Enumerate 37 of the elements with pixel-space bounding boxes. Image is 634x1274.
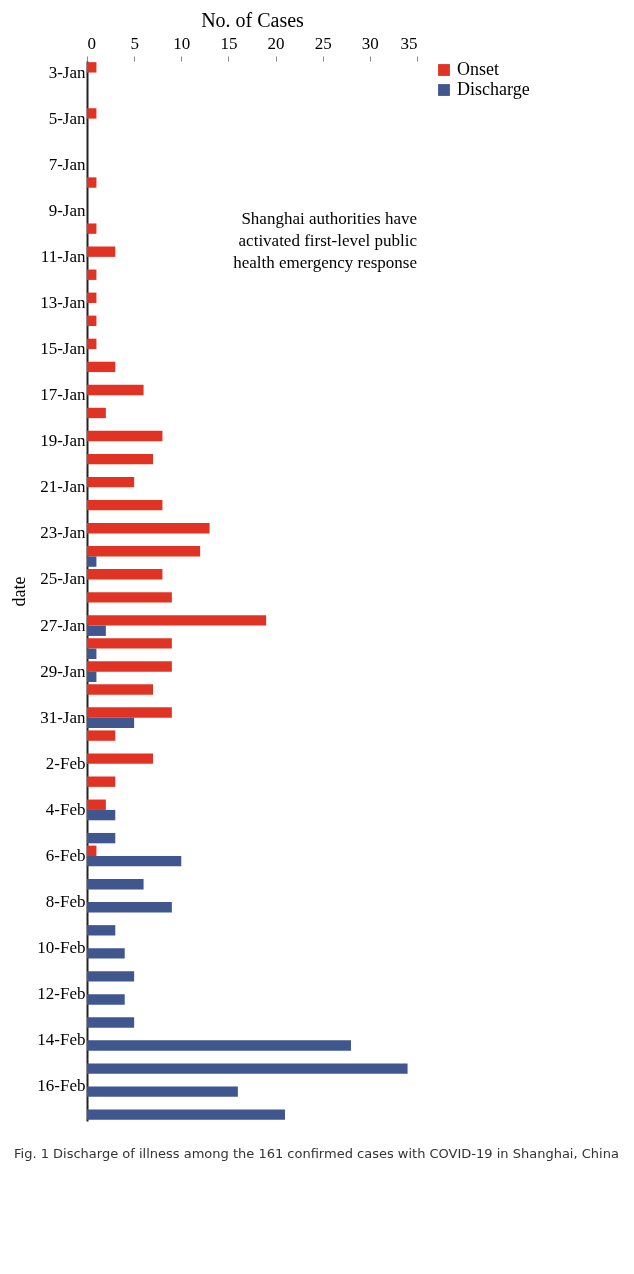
x-axis-title: No. of Cases (201, 8, 305, 31)
legend-label: Discharge (457, 79, 530, 99)
y-tick-label: 10-Feb (37, 938, 86, 958)
y-tick-label: 23-Jan (40, 523, 86, 543)
y-tick-label: 3-Jan (48, 62, 86, 82)
y-tick-label: 16-Feb (37, 1076, 86, 1096)
y-tick-label: 2-Feb (45, 753, 86, 773)
y-tick-label: 25-Jan (40, 569, 86, 589)
x-tick-label: 5 (130, 33, 139, 53)
y-tick-label: 17-Jan (40, 385, 86, 405)
x-tick-label: 30 (361, 33, 379, 53)
y-tick-label: 21-Jan (40, 477, 86, 497)
y-tick-label: 7-Jan (48, 154, 86, 174)
y-tick-label: 4-Feb (45, 799, 86, 819)
y-tick-label: 29-Jan (40, 661, 86, 681)
legend-label: Onset (457, 59, 499, 79)
y-tick-label: 8-Feb (45, 892, 86, 912)
x-tick-label: 15 (220, 33, 238, 53)
x-tick-label: 0 (87, 33, 96, 53)
y-tick-label: 6-Feb (45, 846, 86, 865)
y-tick-label: 15-Jan (40, 339, 86, 359)
y-tick-label: 13-Jan (40, 292, 86, 312)
x-tick-label: 10 (173, 33, 191, 53)
y-axis-title: date (9, 576, 30, 607)
x-tick-label: 20 (267, 33, 285, 53)
annotation: Shanghai authorities have activated first-level public health emergency response (233, 209, 418, 272)
y-tick-label: 19-Jan (40, 431, 86, 451)
x-tick-label: 35 (400, 33, 418, 53)
y-tick-label: 31-Jan (40, 707, 86, 727)
caption: Fig. 1 Discharge of illness among the 161 confirmed cases with COVID-19 in Shanghai, China (14, 1145, 620, 1163)
y-tick-label: 27-Jan (40, 615, 86, 635)
y-tick-label: 14-Feb (37, 1030, 86, 1050)
y-tick-label: 5-Jan (48, 108, 86, 128)
y-tick-label: 12-Feb (37, 984, 86, 1004)
x-tick-label: 25 (314, 33, 332, 53)
y-tick-label: 11-Jan (40, 246, 86, 266)
y-tick-label: 9-Jan (48, 200, 86, 220)
